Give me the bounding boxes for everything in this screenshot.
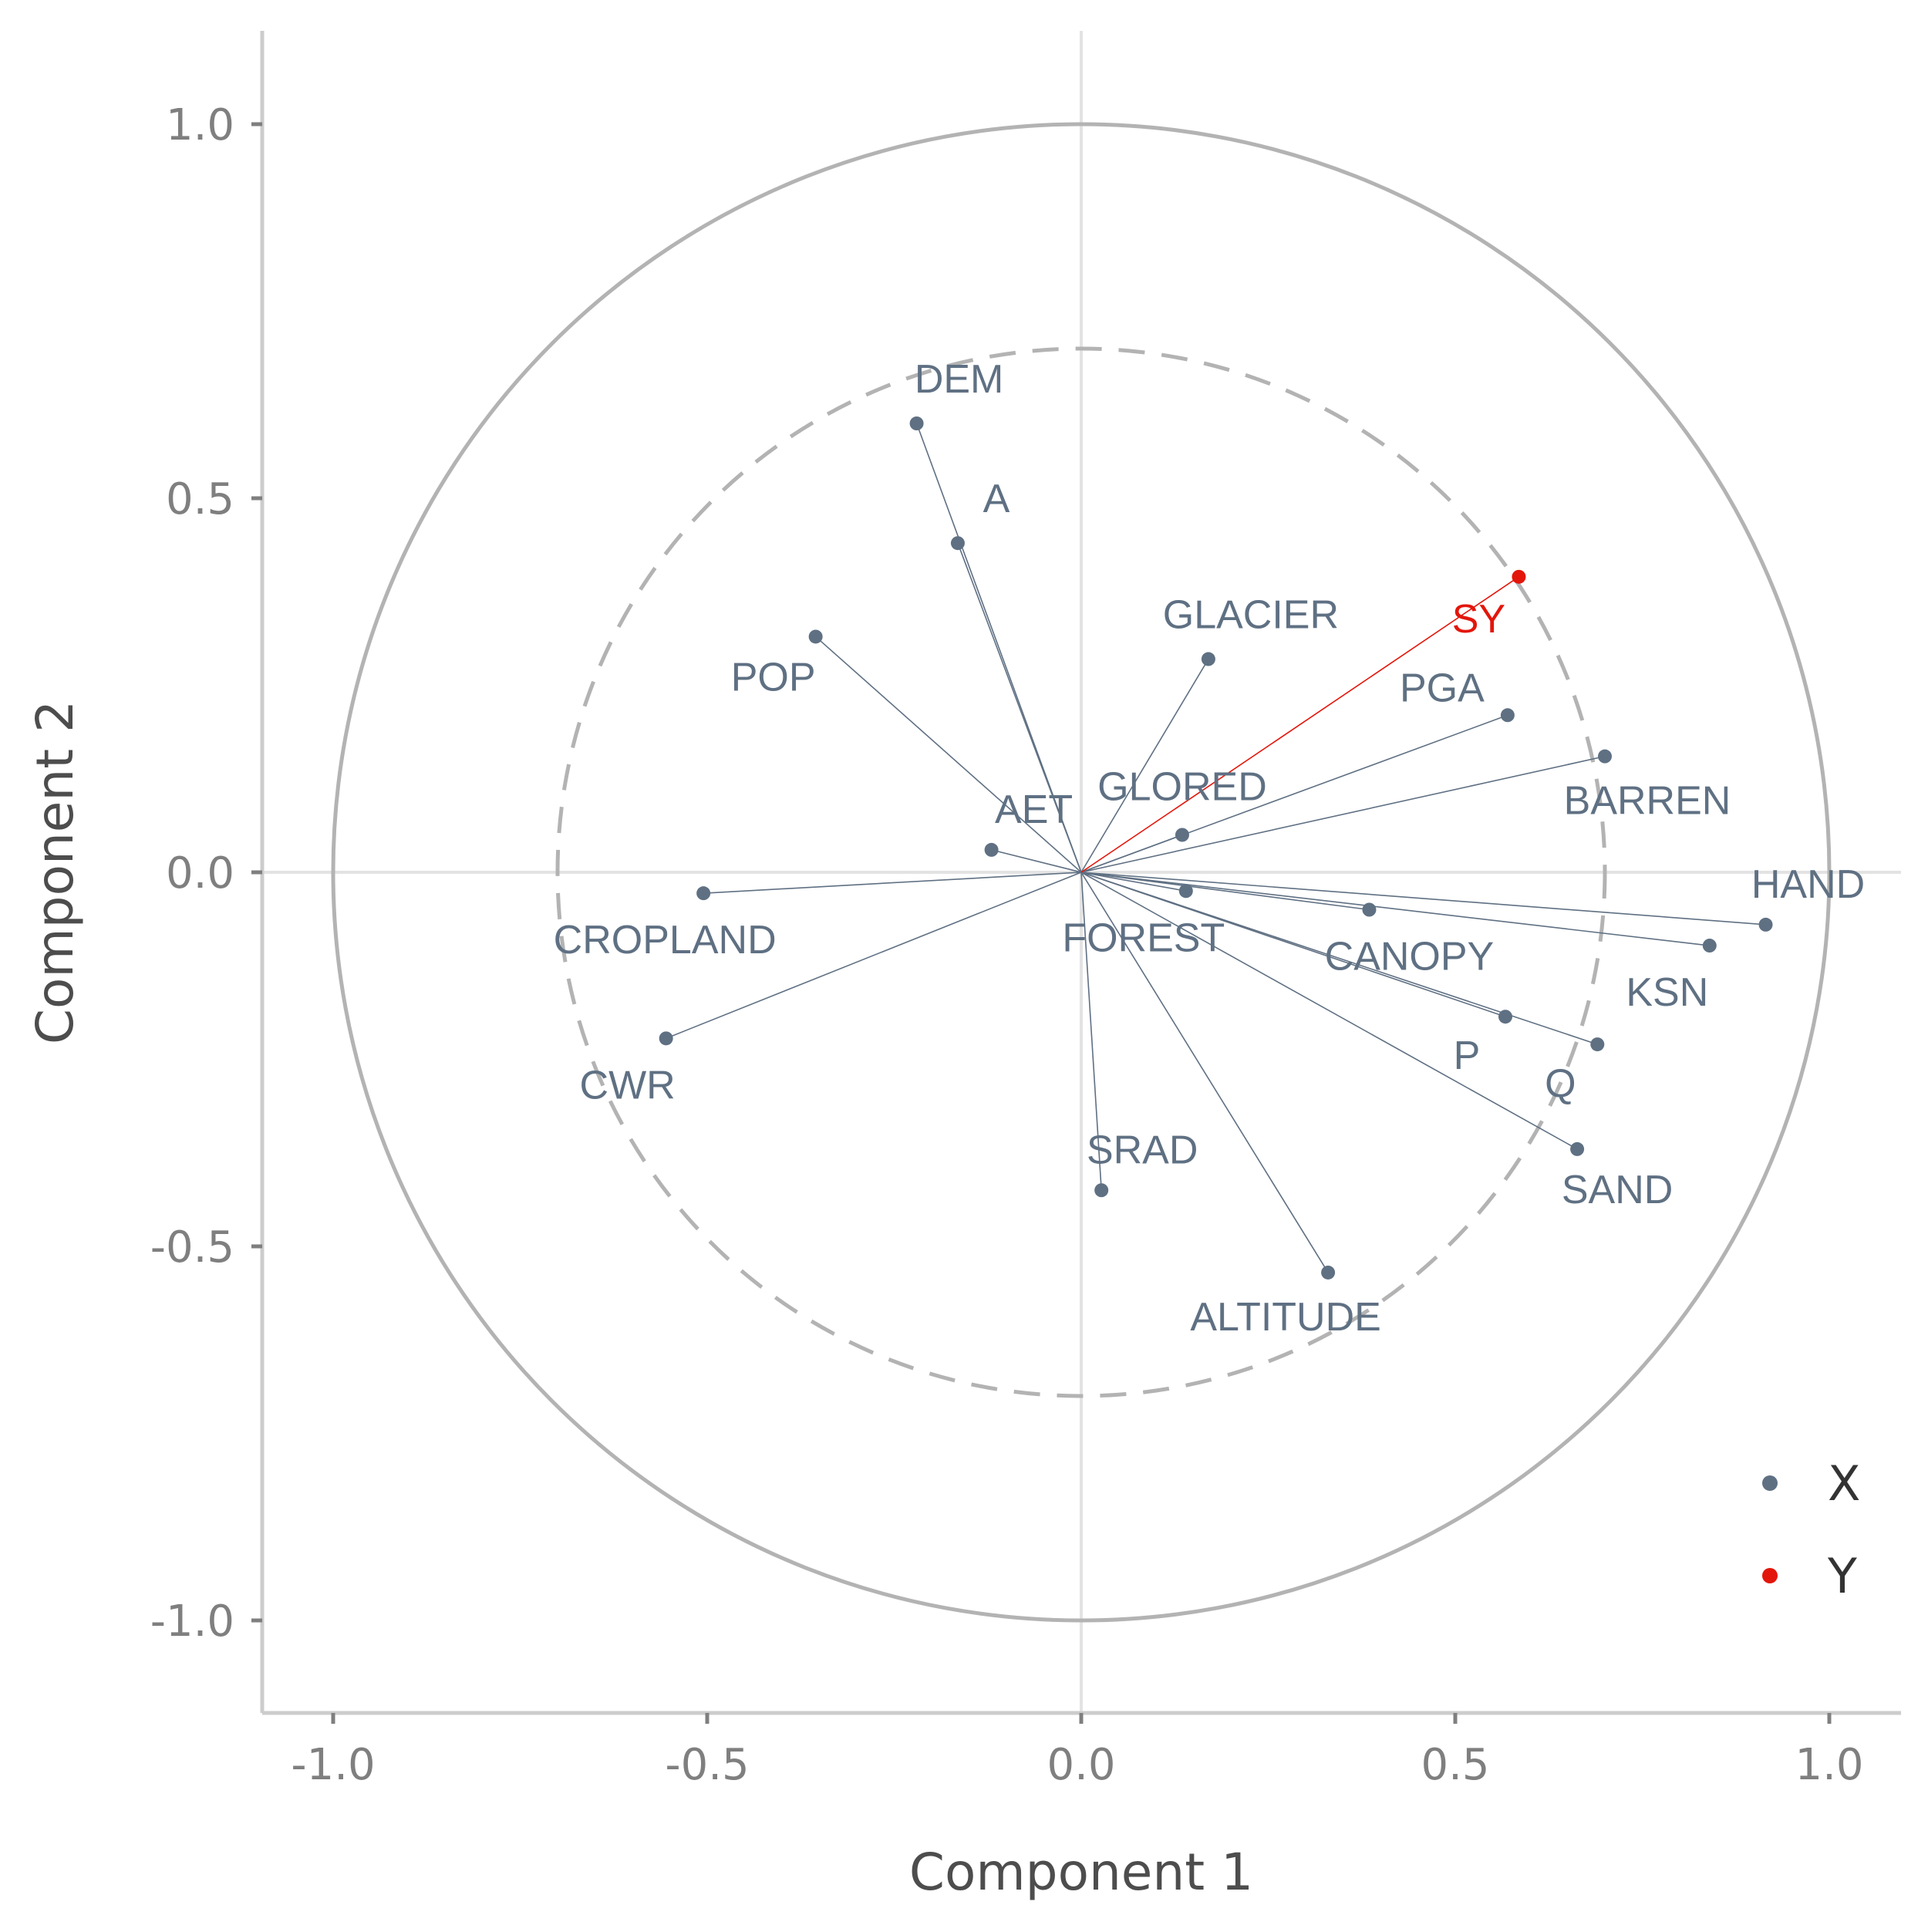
point-glacier bbox=[1201, 652, 1215, 666]
legend-key-x bbox=[1762, 1475, 1778, 1491]
point-ksn bbox=[1702, 939, 1717, 953]
vector-a bbox=[957, 542, 1082, 873]
label-altitude: ALTITUDE bbox=[1190, 1295, 1381, 1340]
vector-forest bbox=[1080, 872, 1186, 892]
variable-points bbox=[659, 416, 1773, 1280]
x-tick-label: 0.0 bbox=[1047, 1740, 1115, 1790]
point-cropland bbox=[696, 886, 711, 901]
point-p bbox=[1498, 1010, 1512, 1024]
vector-sand bbox=[1080, 872, 1578, 1150]
y-tick-label: -0.5 bbox=[150, 1222, 234, 1273]
point-sy bbox=[1512, 569, 1526, 584]
point-dem bbox=[909, 416, 924, 430]
y-tick-label: -1.0 bbox=[150, 1597, 234, 1647]
vector-srad bbox=[1080, 872, 1102, 1191]
point-aet bbox=[984, 842, 999, 857]
point-hand bbox=[1758, 917, 1773, 932]
vector-cropland bbox=[703, 872, 1082, 894]
label-q: Q bbox=[1545, 1061, 1576, 1106]
vector-altitude bbox=[1080, 872, 1329, 1273]
label-p: P bbox=[1454, 1033, 1481, 1078]
point-sand bbox=[1570, 1141, 1585, 1156]
vector-barren bbox=[1080, 755, 1606, 873]
label-glored: GLORED bbox=[1097, 765, 1267, 810]
legend: XY bbox=[1762, 1455, 1860, 1604]
label-canopy: CANOPY bbox=[1325, 935, 1495, 979]
point-srad bbox=[1094, 1183, 1109, 1198]
label-hand: HAND bbox=[1751, 862, 1865, 907]
y-tick-label: 0.0 bbox=[166, 848, 234, 899]
legend-label-y: Y bbox=[1827, 1548, 1857, 1604]
vector-canopy bbox=[1080, 872, 1370, 911]
label-glacier: GLACIER bbox=[1163, 593, 1339, 638]
vector-aet bbox=[991, 849, 1082, 873]
legend-key-y bbox=[1762, 1568, 1778, 1583]
point-q bbox=[1590, 1037, 1605, 1052]
vector-hand bbox=[1080, 872, 1766, 926]
label-ksn: KSN bbox=[1626, 970, 1708, 1015]
axes: -1.0 -0.5 0.0 0.5 1.0 -1.0 -0.5 0.0 0.5 1.0 bbox=[150, 31, 1901, 1790]
vector-sy bbox=[1080, 576, 1519, 873]
point-pga bbox=[1500, 708, 1515, 723]
point-forest bbox=[1178, 884, 1193, 899]
vector-glacier bbox=[1080, 659, 1209, 873]
label-cwr: CWR bbox=[580, 1063, 676, 1108]
variable-labels: DEM A POP GLACIER PGA BARREN AET GLORED CROPLAND… bbox=[554, 357, 1866, 1340]
vector-glored bbox=[1080, 834, 1183, 873]
label-pop: POP bbox=[731, 655, 816, 700]
variable-vectors bbox=[666, 423, 1766, 1273]
point-cwr bbox=[659, 1031, 673, 1046]
x-tick-label: -1.0 bbox=[291, 1740, 375, 1790]
outer-unit-circle bbox=[331, 122, 1832, 1623]
point-barren bbox=[1598, 749, 1612, 764]
label-srad: SRAD bbox=[1087, 1128, 1198, 1172]
x-tick-label: 1.0 bbox=[1795, 1740, 1863, 1790]
label-aet: AET bbox=[995, 787, 1073, 832]
vector-pop bbox=[815, 636, 1082, 873]
inner-dashed-circle bbox=[555, 346, 1607, 1398]
label-a: A bbox=[983, 477, 1010, 521]
label-pga: PGA bbox=[1400, 666, 1485, 710]
point-pop bbox=[808, 629, 823, 644]
x-tick-label: 0.5 bbox=[1421, 1740, 1489, 1790]
label-sy: SY bbox=[1452, 597, 1505, 642]
label-barren: BARREN bbox=[1564, 779, 1731, 824]
point-canopy bbox=[1362, 902, 1377, 917]
point-altitude bbox=[1321, 1265, 1336, 1280]
legend-label-x: X bbox=[1828, 1455, 1860, 1512]
point-glored bbox=[1175, 828, 1189, 842]
label-sand: SAND bbox=[1562, 1168, 1673, 1212]
vector-cwr bbox=[666, 872, 1082, 1040]
y-axis-title: Component 2 bbox=[25, 700, 85, 1044]
x-tick-label: -0.5 bbox=[665, 1740, 749, 1790]
y-tick-label: 0.5 bbox=[166, 474, 234, 524]
y-tick-label: 1.0 bbox=[166, 100, 234, 150]
label-forest: FOREST bbox=[1062, 915, 1225, 960]
point-a bbox=[950, 536, 965, 551]
label-dem: DEM bbox=[915, 357, 1004, 402]
x-axis-title: Component 1 bbox=[909, 1843, 1253, 1902]
reference-circles bbox=[331, 122, 1832, 1623]
label-cropland: CROPLAND bbox=[554, 918, 777, 963]
